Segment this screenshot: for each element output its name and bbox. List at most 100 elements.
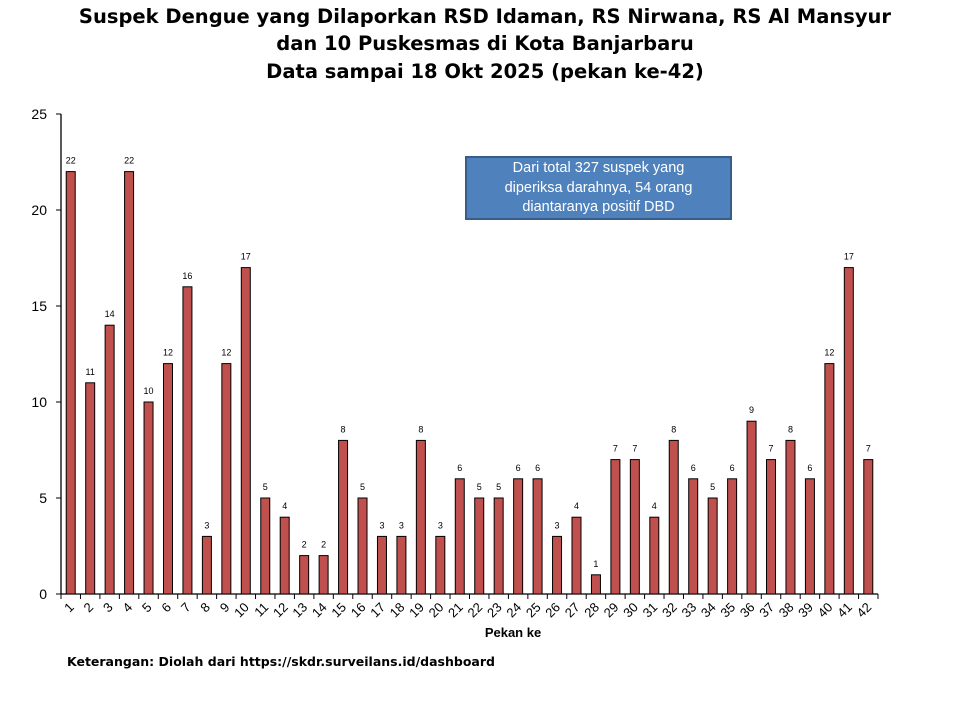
x-tick-label: 27 — [562, 600, 583, 621]
x-tick-label: 3 — [100, 600, 116, 616]
bar — [65, 171, 76, 595]
x-tick-label: 18 — [387, 600, 408, 621]
x-tick-label: 9 — [217, 600, 233, 616]
annotation-box: Dari total 327 suspek yang diperiksa dar… — [465, 156, 732, 220]
bar — [610, 459, 621, 595]
y-tick-label: 5 — [39, 490, 47, 506]
bar — [124, 171, 135, 595]
data-label: 5 — [496, 482, 501, 492]
x-tick-label: 20 — [426, 600, 447, 621]
bar — [279, 516, 290, 595]
x-tick-label: 5 — [139, 600, 155, 616]
data-label: 12 — [824, 348, 834, 358]
x-tick-label: 23 — [484, 600, 505, 621]
data-label: 4 — [574, 501, 579, 511]
x-tick-label: 37 — [756, 600, 777, 621]
bar — [513, 478, 524, 595]
x-tick-label: 17 — [367, 600, 388, 621]
x-tick-label: 42 — [854, 600, 875, 621]
x-tick-label: 33 — [678, 600, 699, 621]
x-tick-label: 41 — [834, 600, 855, 621]
data-label: 6 — [516, 463, 521, 473]
bar — [221, 363, 232, 595]
data-label: 8 — [418, 424, 423, 434]
y-tick-label: 0 — [39, 586, 47, 602]
bar — [649, 516, 660, 595]
chart-title-line-2: dan 10 Puskesmas di Kota Banjarbaru — [276, 32, 694, 55]
bar — [552, 535, 563, 595]
bar — [824, 363, 835, 595]
x-tick-label: 22 — [465, 600, 486, 621]
data-label: 12 — [221, 348, 231, 358]
bar — [260, 497, 271, 595]
bar — [162, 363, 173, 595]
x-tick-label: 24 — [503, 600, 524, 621]
y-tick-label: 15 — [31, 298, 47, 314]
bar — [454, 478, 465, 595]
bar — [240, 267, 251, 595]
data-label: 2 — [321, 540, 326, 550]
bar — [727, 478, 738, 595]
annotation-line: diperiksa darahnya, 54 orang — [504, 179, 693, 196]
bar — [182, 286, 193, 595]
data-label: 8 — [341, 424, 346, 434]
chart-title-line-3: Data sampai 18 Okt 2025 (pekan ke-42) — [266, 60, 704, 83]
bar — [338, 439, 349, 595]
data-label: 5 — [710, 482, 715, 492]
x-tick-label: 21 — [445, 600, 466, 621]
data-label: 8 — [671, 424, 676, 434]
data-label: 3 — [555, 520, 560, 530]
bar — [532, 478, 543, 595]
data-label: 7 — [632, 444, 637, 454]
bar — [843, 267, 854, 595]
x-tick-label: 38 — [776, 600, 797, 621]
x-tick-label: 8 — [197, 600, 213, 616]
bar — [318, 555, 329, 595]
data-label: 11 — [86, 367, 95, 377]
bar — [746, 420, 757, 595]
data-label: 5 — [477, 482, 482, 492]
bar — [590, 574, 601, 595]
data-label: 17 — [241, 252, 251, 262]
data-label: 16 — [182, 271, 192, 281]
x-tick-label: 16 — [348, 600, 369, 621]
data-label: 3 — [399, 520, 404, 530]
bar — [376, 535, 387, 595]
x-tick-label: 34 — [698, 600, 719, 621]
data-label: 5 — [360, 482, 365, 492]
bar — [396, 535, 407, 595]
x-tick-label: 4 — [119, 600, 135, 616]
bar — [493, 497, 504, 595]
x-tick-label: 36 — [737, 600, 758, 621]
data-label: 14 — [105, 309, 115, 319]
x-axis-title: Pekan ke — [485, 625, 541, 640]
x-tick-label: 11 — [251, 600, 271, 620]
x-tick-label: 32 — [659, 600, 680, 621]
x-tick-label: 15 — [328, 600, 349, 621]
bar — [357, 497, 368, 595]
x-tick-label: 39 — [795, 600, 816, 621]
bar — [766, 459, 777, 595]
x-tick-label: 25 — [523, 600, 544, 621]
x-tick-label: 10 — [231, 600, 252, 621]
bar — [415, 439, 426, 595]
data-label: 7 — [613, 444, 618, 454]
x-tick-label: 31 — [640, 600, 661, 621]
bar — [629, 459, 640, 595]
data-label: 7 — [769, 444, 774, 454]
bar — [143, 401, 154, 595]
bar — [863, 459, 874, 595]
chart-title-line-1: Suspek Dengue yang Dilaporkan RSD Idaman… — [78, 5, 892, 28]
x-tick-label: 13 — [289, 600, 310, 621]
x-tick-label: 28 — [581, 600, 602, 621]
bar — [435, 535, 446, 595]
data-label: 3 — [204, 520, 209, 530]
data-label: 4 — [282, 501, 287, 511]
bar — [688, 478, 699, 595]
y-tick-label: 10 — [31, 394, 47, 410]
data-label: 22 — [66, 156, 76, 166]
x-tick-label: 12 — [270, 600, 291, 621]
data-label: 3 — [379, 520, 384, 530]
y-tick-label: 20 — [31, 202, 47, 218]
data-label: 1 — [593, 559, 598, 569]
